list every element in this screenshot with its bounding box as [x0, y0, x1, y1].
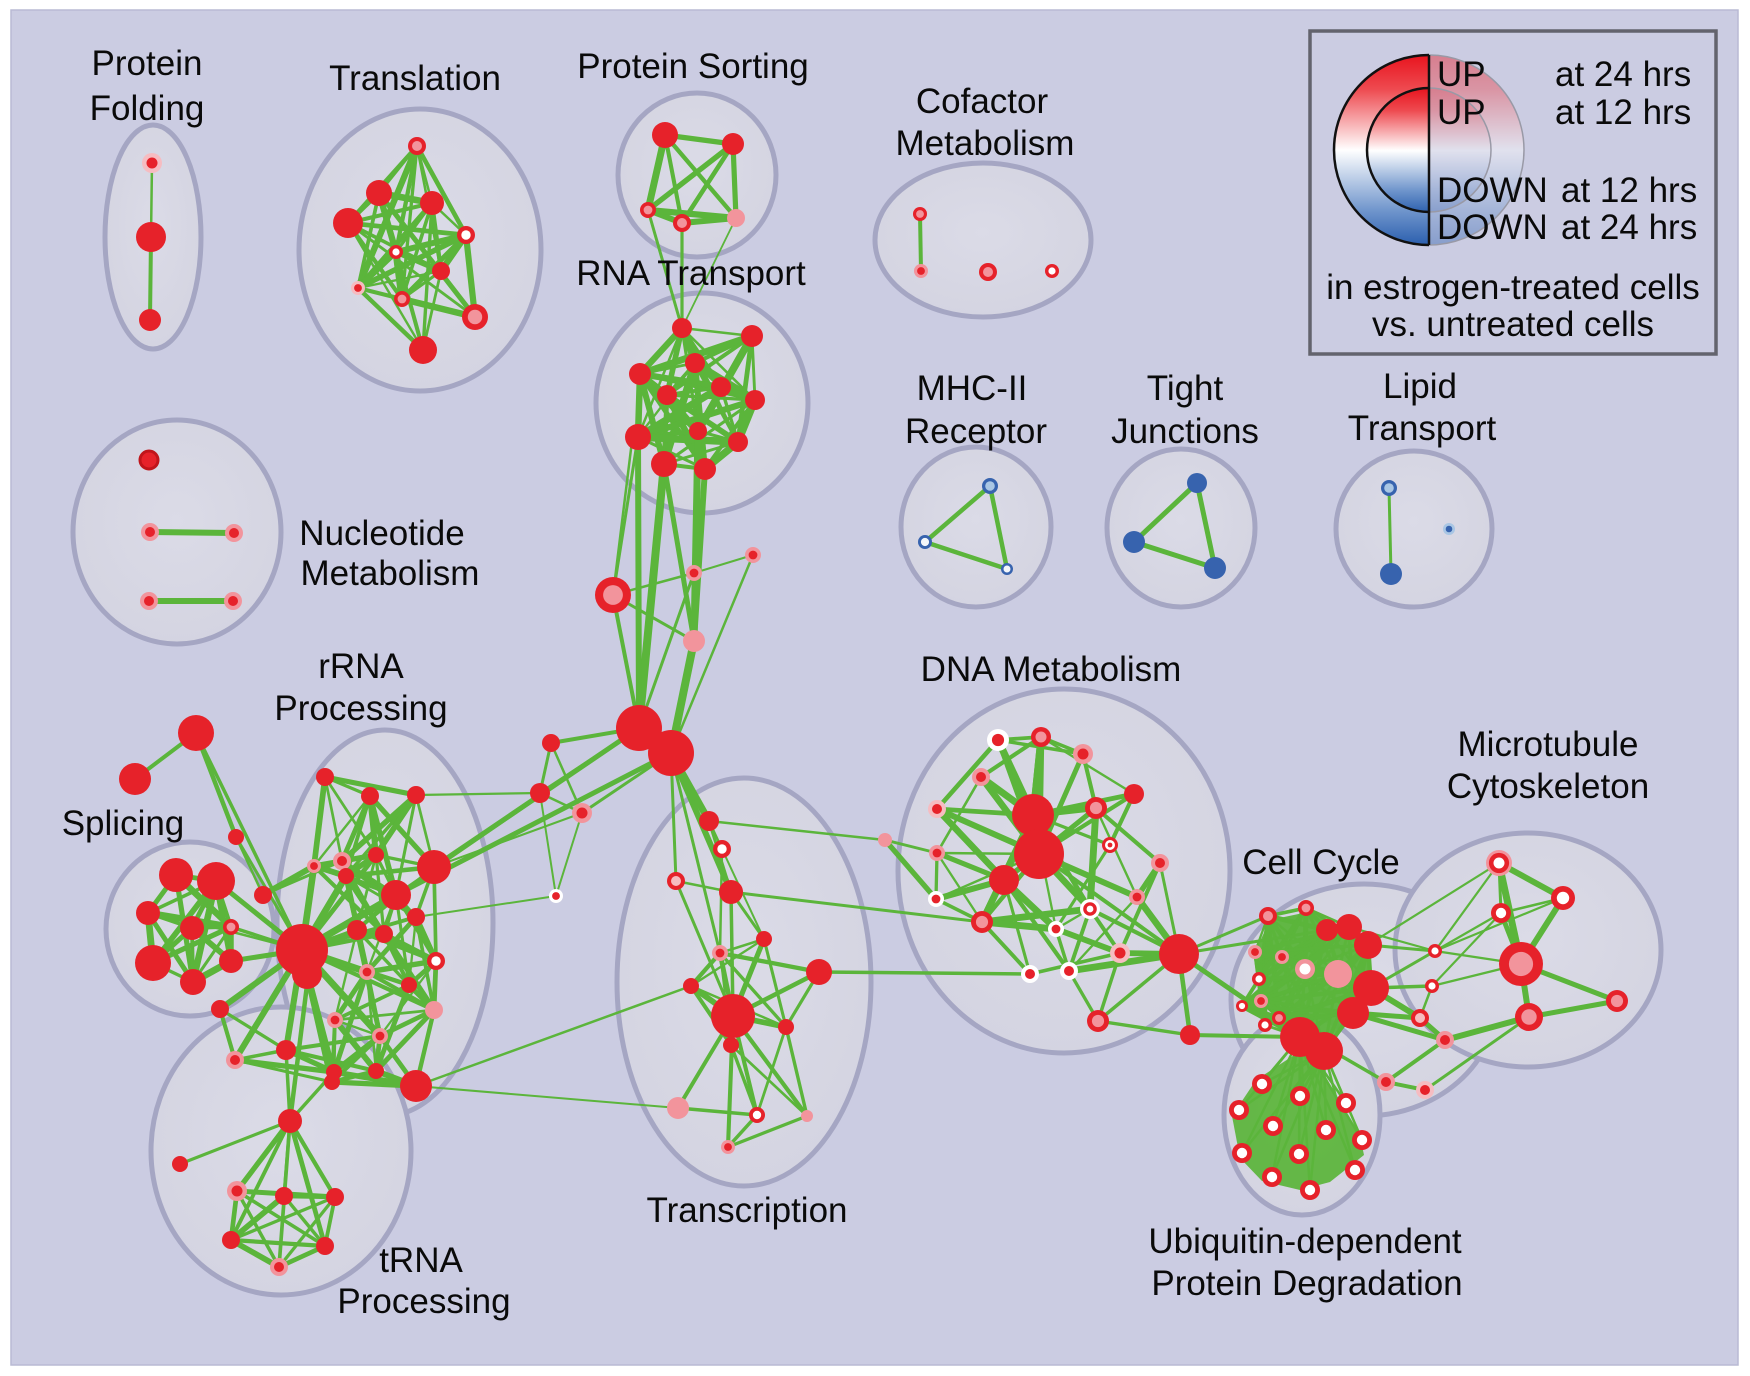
svg-text:MHC-II: MHC-II: [917, 369, 1028, 408]
svg-text:Ubiquitin-dependent: Ubiquitin-dependent: [1148, 1222, 1462, 1261]
svg-text:at 24 hrs: at 24 hrs: [1555, 55, 1691, 94]
svg-text:Transcription: Transcription: [647, 1191, 848, 1230]
svg-text:at 12 hrs: at 12 hrs: [1555, 93, 1691, 132]
svg-text:DNA Metabolism: DNA Metabolism: [921, 650, 1182, 689]
svg-text:Transport: Transport: [1348, 409, 1497, 448]
svg-text:tRNA: tRNA: [379, 1241, 463, 1280]
svg-text:Processing: Processing: [274, 689, 447, 728]
svg-text:Nucleotide: Nucleotide: [299, 514, 464, 553]
svg-text:Junctions: Junctions: [1111, 412, 1259, 451]
svg-text:Microtubule: Microtubule: [1458, 725, 1639, 764]
svg-text:RNA Transport: RNA Transport: [576, 254, 806, 293]
svg-text:Cell Cycle: Cell Cycle: [1242, 843, 1400, 882]
svg-text:Metabolism: Metabolism: [896, 124, 1075, 163]
svg-text:DOWN: DOWN: [1437, 208, 1548, 247]
svg-text:Lipid: Lipid: [1383, 367, 1457, 406]
svg-text:rRNA: rRNA: [318, 647, 404, 686]
svg-text:Cytoskeleton: Cytoskeleton: [1447, 767, 1649, 806]
svg-text:Translation: Translation: [329, 59, 501, 98]
svg-text:Protein: Protein: [92, 44, 203, 83]
svg-text:Tight: Tight: [1147, 369, 1224, 408]
svg-text:at 12 hrs: at 12 hrs: [1561, 171, 1697, 210]
svg-text:Receptor: Receptor: [905, 412, 1047, 451]
svg-text:DOWN: DOWN: [1437, 171, 1548, 210]
svg-text:Splicing: Splicing: [62, 804, 185, 843]
svg-text:Protein Degradation: Protein Degradation: [1151, 1264, 1462, 1303]
svg-text:Folding: Folding: [90, 89, 205, 128]
svg-text:Cofactor: Cofactor: [916, 82, 1049, 121]
svg-text:in estrogen-treated cells: in estrogen-treated cells: [1326, 268, 1700, 307]
svg-text:UP: UP: [1437, 93, 1486, 132]
svg-text:Protein Sorting: Protein Sorting: [577, 47, 809, 86]
svg-text:UP: UP: [1437, 55, 1486, 94]
svg-text:Processing: Processing: [337, 1282, 510, 1321]
svg-text:at 24 hrs: at 24 hrs: [1561, 208, 1697, 247]
svg-text:vs. untreated cells: vs. untreated cells: [1372, 305, 1654, 344]
svg-text:Metabolism: Metabolism: [301, 554, 480, 593]
